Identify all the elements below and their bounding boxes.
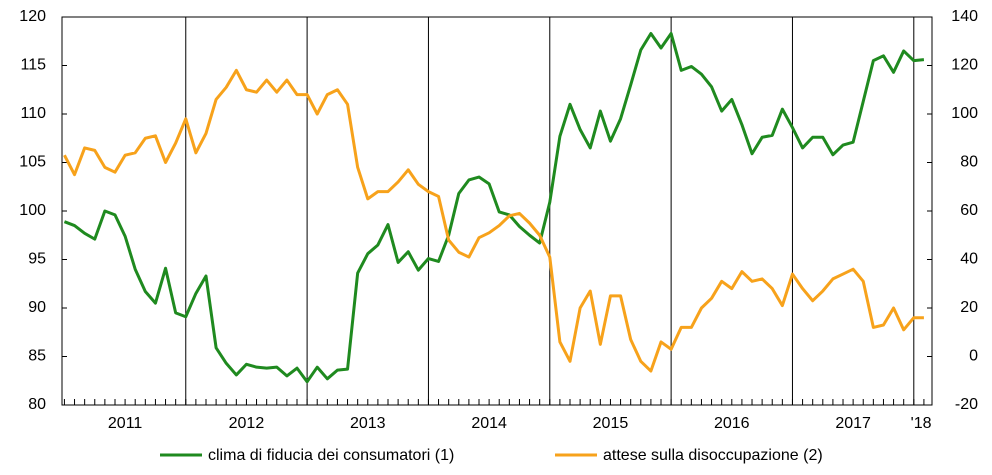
y2-tick-label: 0 — [969, 348, 978, 365]
y2-tick-label: 100 — [951, 105, 978, 122]
x-tick-label: 2017 — [835, 415, 871, 432]
x-tick-label: 2014 — [471, 415, 507, 432]
data-line — [63, 68, 924, 373]
y-tick-label: 110 — [20, 105, 46, 122]
x-tick-label: 2015 — [593, 415, 629, 432]
x-tick-label: 2012 — [229, 415, 265, 432]
plot-frame — [61, 16, 933, 406]
y-tick-label: 80 — [28, 396, 46, 413]
y-tick-label: 105 — [19, 154, 46, 171]
y-tick-label: 115 — [20, 57, 46, 74]
y2-tick-label: 120 — [951, 57, 978, 74]
y-tick-label: 90 — [28, 299, 46, 316]
y2-tick-label: 40 — [960, 251, 978, 268]
x-tick-label: '18 — [911, 415, 932, 432]
x-tick-label: 2011 — [108, 415, 143, 432]
y2-tick-label: 60 — [960, 202, 978, 219]
y-tick-label: 85 — [28, 348, 46, 365]
y-tick-label: 120 — [19, 8, 46, 25]
y2-tick-label: 80 — [960, 154, 978, 171]
legend-label: attese sulla disoccupazione (2) — [603, 447, 823, 464]
legend-label: clima di fiducia dei consumatori (1) — [208, 447, 454, 464]
y2-tick-label: 140 — [951, 8, 978, 25]
y2-tick-label: -20 — [955, 396, 978, 413]
data-line — [63, 31, 925, 384]
y2-tick-label: 20 — [960, 299, 978, 316]
y-tick-label: 100 — [19, 202, 46, 219]
x-tick-label: 2016 — [714, 415, 750, 432]
x-tick-label: 2013 — [350, 415, 386, 432]
y-tick-label: 95 — [28, 251, 46, 268]
